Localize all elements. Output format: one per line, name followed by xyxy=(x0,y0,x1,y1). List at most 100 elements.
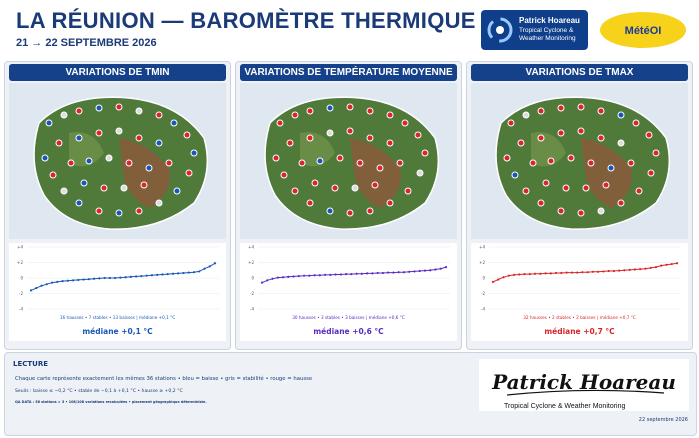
station-dot xyxy=(617,111,625,119)
data-point xyxy=(623,269,626,272)
data-point xyxy=(502,276,505,279)
panel-title: VARIATIONS DE TMAX xyxy=(471,64,688,81)
station-dot xyxy=(326,129,334,137)
station-dot xyxy=(298,159,306,167)
data-point xyxy=(597,270,600,273)
y-tick-label: +4 xyxy=(17,245,23,250)
data-point xyxy=(161,273,164,276)
data-point xyxy=(129,275,132,278)
data-point xyxy=(376,271,379,275)
station-dot xyxy=(95,207,103,215)
station-dot xyxy=(326,207,334,215)
y-tick-label: +2 xyxy=(17,260,23,265)
series-line xyxy=(492,262,678,283)
station-dot xyxy=(95,104,103,112)
page-subtitle: 21 → 22 SEPTEMBRE 2026 xyxy=(16,37,157,49)
station-dot xyxy=(286,139,294,147)
station-dot xyxy=(155,199,163,207)
station-dot xyxy=(115,209,123,217)
data-point xyxy=(549,272,552,275)
data-point xyxy=(665,263,668,266)
data-point xyxy=(323,273,327,276)
station-dot xyxy=(173,187,181,195)
data-point xyxy=(366,272,369,275)
station-dot xyxy=(45,119,53,127)
station-dot xyxy=(120,184,128,192)
signature-subtitle: Tropical Cyclone & Weather Monitoring xyxy=(504,403,626,410)
data-point xyxy=(92,277,96,280)
station-dot xyxy=(346,103,354,111)
cyclone-icon xyxy=(487,17,513,43)
station-dot xyxy=(597,107,605,115)
panel-tmax: VARIATIONS DE TMAX +4 +2 0 -2 -4 32 hausses … xyxy=(466,61,693,350)
station-dot xyxy=(280,171,288,179)
lecture-text: Chaque carte représente exactement les m… xyxy=(15,376,313,382)
header: LA RÉUNION — BAROMÈTRE THERMIQUE 21 → 22… xyxy=(0,0,699,58)
data-point xyxy=(119,276,122,279)
station-dot xyxy=(537,107,545,115)
station-dot xyxy=(276,119,284,127)
station-dot xyxy=(511,171,519,179)
station-dot xyxy=(577,209,585,217)
station-dot xyxy=(291,111,299,119)
station-dot xyxy=(135,207,143,215)
panel-tmin: VARIATIONS DE TMIN +4 +2 0 -2 -4 16 hausses … xyxy=(4,61,231,350)
data-point xyxy=(198,270,201,273)
y-tick-label: -2 xyxy=(19,291,23,296)
data-point xyxy=(297,274,300,278)
station-dot xyxy=(414,131,422,139)
variation-chart: +4 +2 0 -2 -4 32 hausses • 2 stables • 2 bai… xyxy=(471,243,688,341)
chart-median: médiane +0,1 °C xyxy=(82,327,153,336)
data-point xyxy=(528,273,531,276)
data-point xyxy=(114,276,117,280)
data-point xyxy=(318,274,321,277)
data-point xyxy=(329,273,332,276)
station-dot xyxy=(311,179,319,187)
data-point xyxy=(103,276,106,280)
station-dot xyxy=(306,134,314,142)
data-point xyxy=(66,279,69,282)
data-point xyxy=(302,274,306,277)
y-tick-label: 0 xyxy=(251,276,254,281)
data-point xyxy=(576,271,579,274)
station-dot xyxy=(396,159,404,167)
station-dot xyxy=(522,111,530,119)
lecture-qa: QA DATA : 36 stations × 3 • 108/108 vari… xyxy=(15,400,207,404)
data-point xyxy=(533,272,537,275)
data-point xyxy=(313,274,316,277)
reunion-map xyxy=(9,83,226,239)
data-point xyxy=(413,270,416,273)
y-tick-label: -4 xyxy=(250,307,254,312)
data-point xyxy=(40,284,43,287)
variation-chart: +4 +2 0 -2 -4 16 hausses • 7 stables • 13 ba… xyxy=(9,243,226,341)
lecture-panel: LECTURE Chaque carte représente exacteme… xyxy=(4,352,697,436)
station-dot xyxy=(80,179,88,187)
data-point xyxy=(87,278,90,281)
station-dot xyxy=(41,154,49,162)
station-dot xyxy=(326,104,334,112)
station-dot xyxy=(49,171,57,179)
station-dot xyxy=(645,131,653,139)
data-point xyxy=(150,274,154,277)
station-dot xyxy=(567,154,575,162)
data-point xyxy=(439,267,442,270)
data-point xyxy=(518,273,521,276)
station-dot xyxy=(652,149,660,157)
data-point xyxy=(628,268,631,271)
station-dot xyxy=(507,119,515,127)
station-dot xyxy=(55,139,63,147)
data-point xyxy=(497,278,500,281)
data-point xyxy=(187,271,190,274)
y-tick-label: +4 xyxy=(248,245,254,250)
station-dot xyxy=(165,159,173,167)
data-point xyxy=(56,280,59,283)
data-point xyxy=(649,266,652,270)
station-dot xyxy=(145,164,153,172)
series-line xyxy=(30,262,216,291)
y-tick-label: +2 xyxy=(479,260,485,265)
data-point xyxy=(581,271,584,274)
signature-box: Patrick Hoareau Tropical Cyclone & Weath… xyxy=(479,359,689,411)
panel-title: VARIATIONS DE TEMPÉRATURE MOYENNE xyxy=(240,64,457,81)
station-dot xyxy=(421,149,429,157)
station-dot xyxy=(602,181,610,189)
